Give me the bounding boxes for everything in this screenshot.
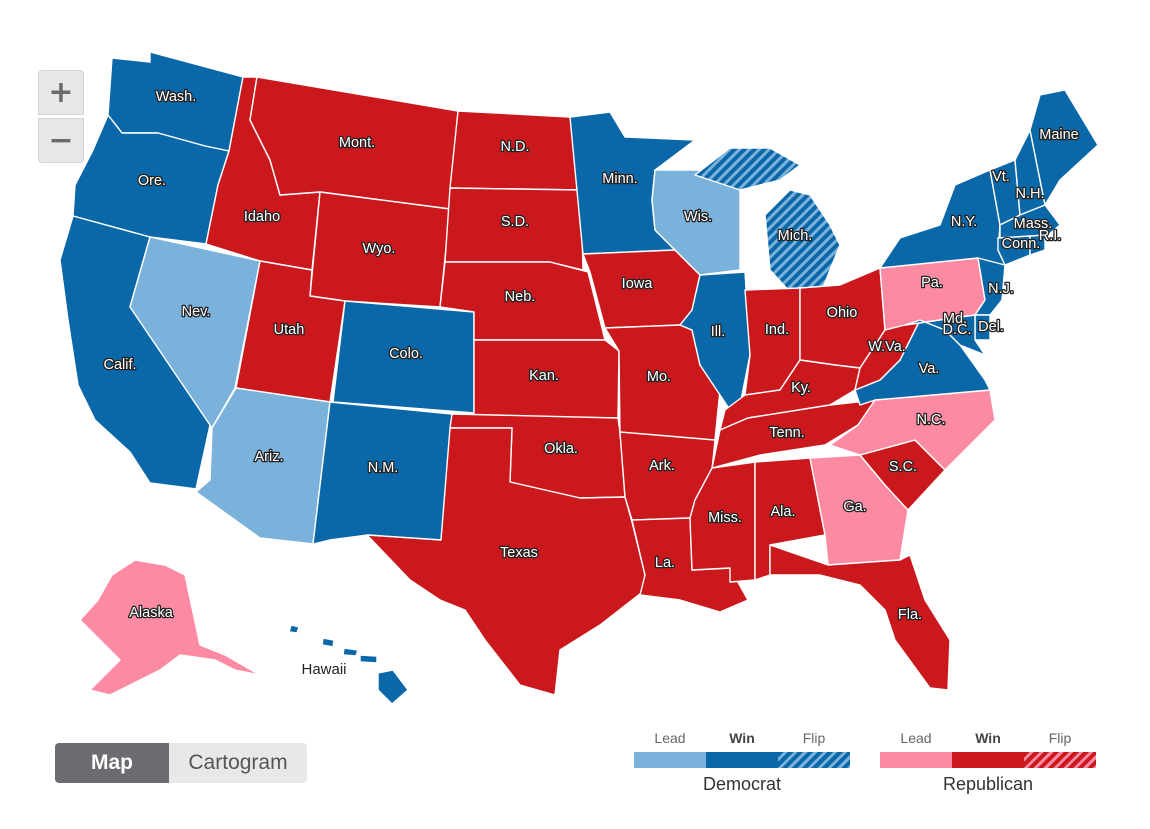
cartogram-view-button[interactable]: Cartogram [169,743,307,783]
state-label-nj: N.J. [988,281,1014,297]
state-tx[interactable] [366,427,646,696]
state-label-id: Idaho [244,209,280,225]
legend-dem-flip-swatch [778,752,850,768]
view-toggle: Map Cartogram [55,743,307,783]
legend-rep-lead-swatch [880,752,952,768]
legend-rep-flip-label: Flip [1048,730,1072,746]
state-label-wy: Wyo. [363,241,396,257]
state-ny[interactable] [879,169,1006,269]
state-label-or: Ore. [138,173,166,189]
state-label-co: Colo. [389,346,423,362]
state-label-de: Del. [978,319,1004,335]
state-label-ga: Ga. [843,499,866,515]
map-view-button[interactable]: Map [55,743,169,783]
state-label-tx: Texas [500,545,538,561]
state-label-wa: Wash. [156,89,197,105]
state-label-ut: Utah [274,322,305,338]
state-label-ct: Conn. [1002,236,1041,252]
zoom-in-button[interactable]: + [38,70,84,115]
state-label-nd: N.D. [501,139,530,155]
state-label-sc: S.C. [889,459,917,475]
state-label-ak: Alaska [129,605,173,621]
state-label-vt: Vt. [992,169,1010,185]
state-label-oh: Ohio [827,305,858,321]
minus-icon: − [48,122,74,158]
state-md[interactable] [904,314,986,356]
state-label-nm: N.M. [368,460,399,476]
legend-rep-win-swatch [952,752,1024,768]
legend-rep-lead-label: Lead [900,730,932,746]
state-label-tn: Tenn. [769,425,804,441]
state-label-ms: Miss. [708,510,742,526]
state-label-ma: Mass. [1014,216,1053,232]
state-label-mi: Mich. [778,228,813,244]
legend-dem-win-label: Win [729,730,755,746]
legend-republican-title: Republican [942,774,1034,794]
state-label-mo: Mo. [647,369,671,385]
state-ak[interactable] [79,559,261,696]
state-label-mt: Mont. [339,135,375,151]
state-label-dc: D.C. [943,322,972,338]
state-label-al: Ala. [771,504,796,520]
state-mi-up[interactable] [694,147,801,191]
legend-dem-lead-swatch [634,752,706,768]
state-label-md: Md. [943,311,967,327]
state-hi[interactable] [321,637,335,648]
state-label-wi: Wis. [684,209,712,225]
state-label-az: Ariz. [255,449,284,465]
state-nc[interactable] [829,389,996,471]
state-ks[interactable] [473,339,620,419]
state-ct[interactable] [997,235,1031,266]
state-label-pa: Pa. [921,275,943,291]
state-label-ks: Kan. [529,368,559,384]
legend-democrat-title: Democrat [702,774,782,794]
state-label-nc: N.C. [917,412,946,428]
state-label-mn: Minn. [602,171,637,187]
republican-legend: Lead Win Flip Republican [880,730,1096,795]
legend-dem-lead-label: Lead [654,730,686,746]
state-label-ia: Iowa [622,276,654,292]
legend-dem-win-swatch [706,752,778,768]
state-label-ca: Calif. [103,357,136,373]
state-hi[interactable] [377,669,409,705]
state-label-la: La. [655,555,675,571]
state-label-in: Ind. [765,322,789,338]
state-ri[interactable] [1029,234,1046,256]
state-label-wv: W.Va. [868,339,906,355]
plus-icon: + [48,74,74,110]
legend-dem-flip-label: Flip [802,730,826,746]
state-label-ar: Ark. [649,458,675,474]
state-label-ri: R.I. [1039,228,1062,244]
legend-rep-win-label: Win [975,730,1001,746]
democrat-legend: Lead Win Flip Democrat [634,730,850,795]
state-mi[interactable] [764,189,841,293]
state-label-fl: Fla. [898,607,922,623]
state-label-me: Maine [1039,127,1079,143]
hawaii-label: Hawaii [301,661,346,678]
state-label-il: Ill. [711,324,726,340]
legend-rep-flip-swatch [1024,752,1096,768]
state-label-ky: Ky. [791,380,811,396]
state-hi[interactable] [288,624,300,634]
state-label-ny: N.Y. [951,214,977,230]
state-label-va: Va. [919,361,940,377]
state-label-ne: Neb. [505,289,536,305]
state-label-ok: Okla. [544,441,578,457]
state-label-sd: S.D. [501,214,529,230]
state-hi[interactable] [359,654,378,664]
state-label-nv: Nev. [182,304,211,320]
state-label-nh: N.H. [1016,186,1045,202]
state-hi[interactable] [342,647,359,657]
zoom-out-button[interactable]: − [38,118,84,163]
state-fl[interactable] [769,544,951,691]
